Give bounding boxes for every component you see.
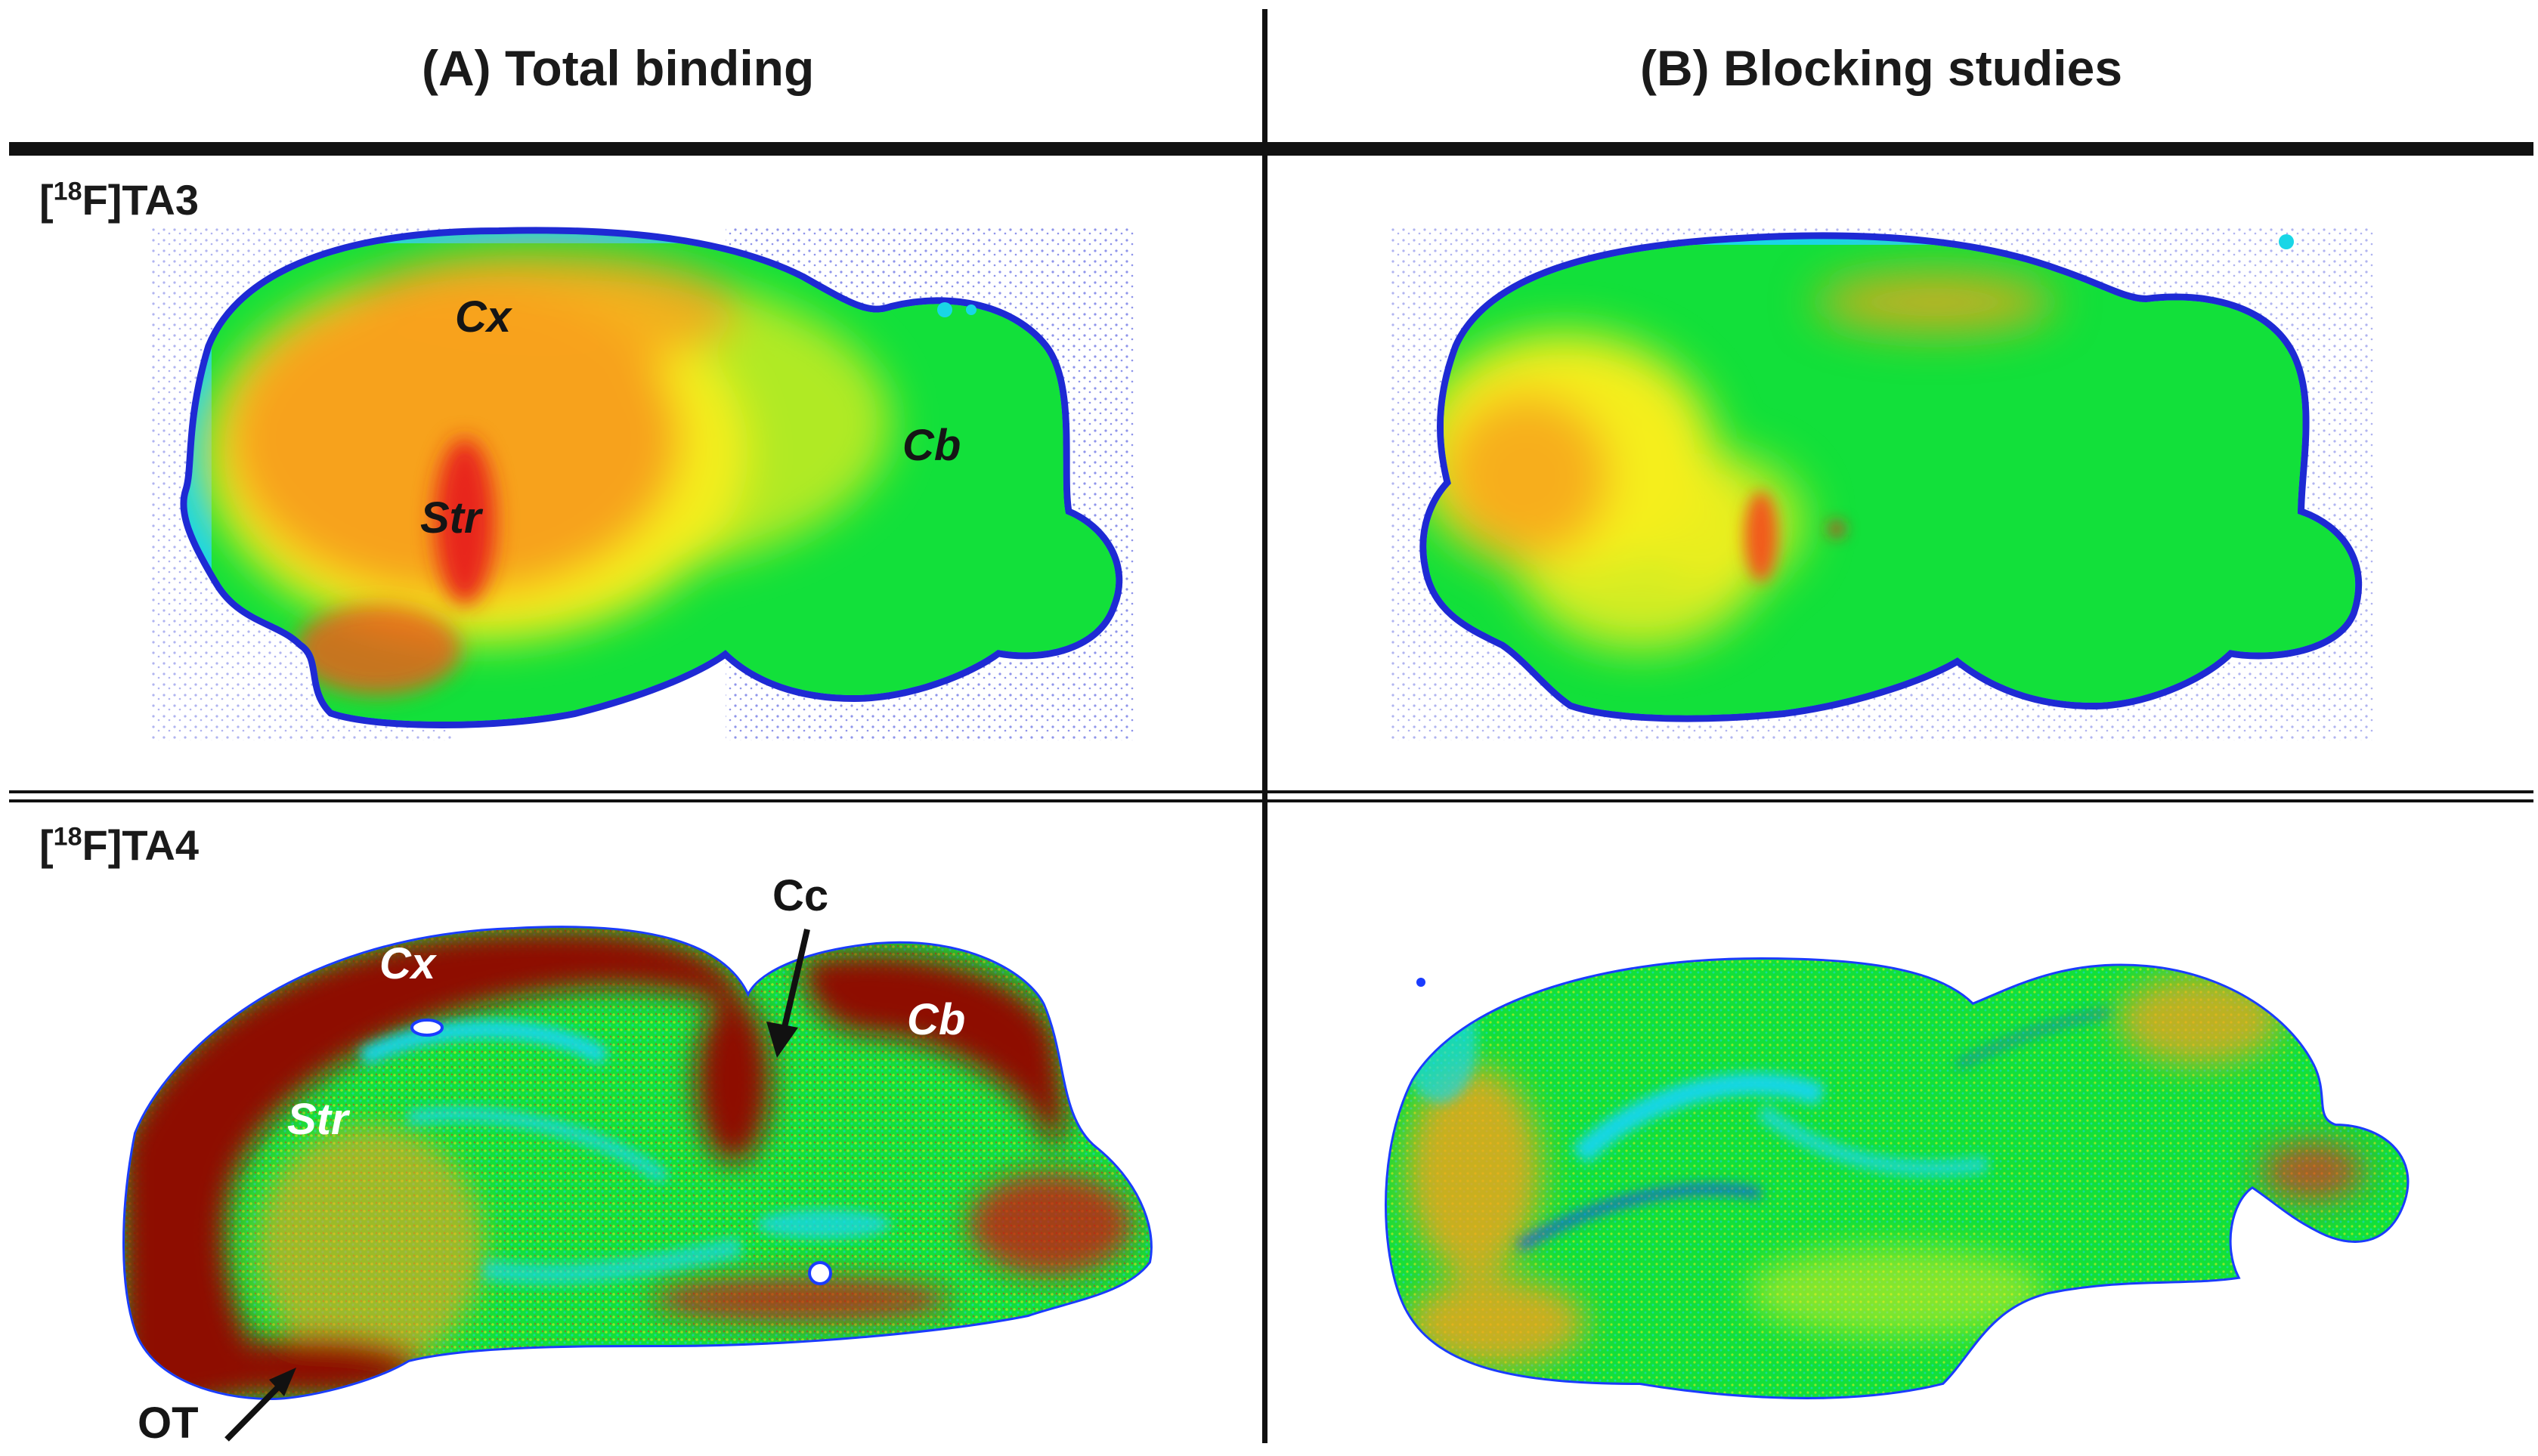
row-label-ta3-open: [	[39, 176, 54, 224]
row-label-ta4-open: [	[39, 821, 54, 869]
row-divider-bottom	[9, 799, 2533, 802]
row-label-ta4-name: F]TA4	[82, 821, 199, 869]
autoradiograph-ta3-total	[151, 227, 1134, 740]
label-ta3-cerebellum: Cb	[902, 421, 961, 470]
autoradiograph-ta4-total	[121, 907, 1164, 1420]
column-header-blocking-studies: (B) Blocking studies	[1640, 40, 2123, 96]
autoradiograph-ta4-blocking	[1368, 929, 2426, 1413]
autoradiograph-ta3-blocking	[1391, 227, 2373, 740]
row-divider-top	[9, 790, 2533, 793]
label-ta4-cc: Cc	[772, 871, 829, 920]
vertical-divider	[1262, 9, 1267, 1443]
row-label-ta3-isotope: 18	[53, 177, 82, 206]
row-label-ta3-name: F]TA3	[82, 176, 199, 224]
label-ta4-ot: OT	[138, 1399, 199, 1448]
header-divider	[9, 142, 2533, 156]
label-ta4-striatum: Str	[287, 1095, 348, 1144]
autoradiograph-ta4-total-image	[122, 926, 1153, 1401]
row-label-ta3: [18F]TA3	[39, 175, 199, 224]
label-ta4-cerebellum: Cb	[907, 995, 966, 1044]
label-ta3-striatum: Str	[420, 493, 481, 543]
autoradiograph-ta4-blocking-image	[1385, 957, 2410, 1399]
column-header-total-binding: (A) Total binding	[422, 40, 815, 96]
autoradiograph-ta3-total-image	[151, 227, 1134, 740]
autoradiograph-ta3-blocking-image	[1391, 227, 2373, 740]
label-ta3-cortex: Cx	[455, 292, 512, 342]
row-label-ta4: [18F]TA4	[39, 821, 199, 870]
label-ta4-cortex: Cx	[379, 939, 436, 988]
row-label-ta4-isotope: 18	[53, 822, 82, 852]
